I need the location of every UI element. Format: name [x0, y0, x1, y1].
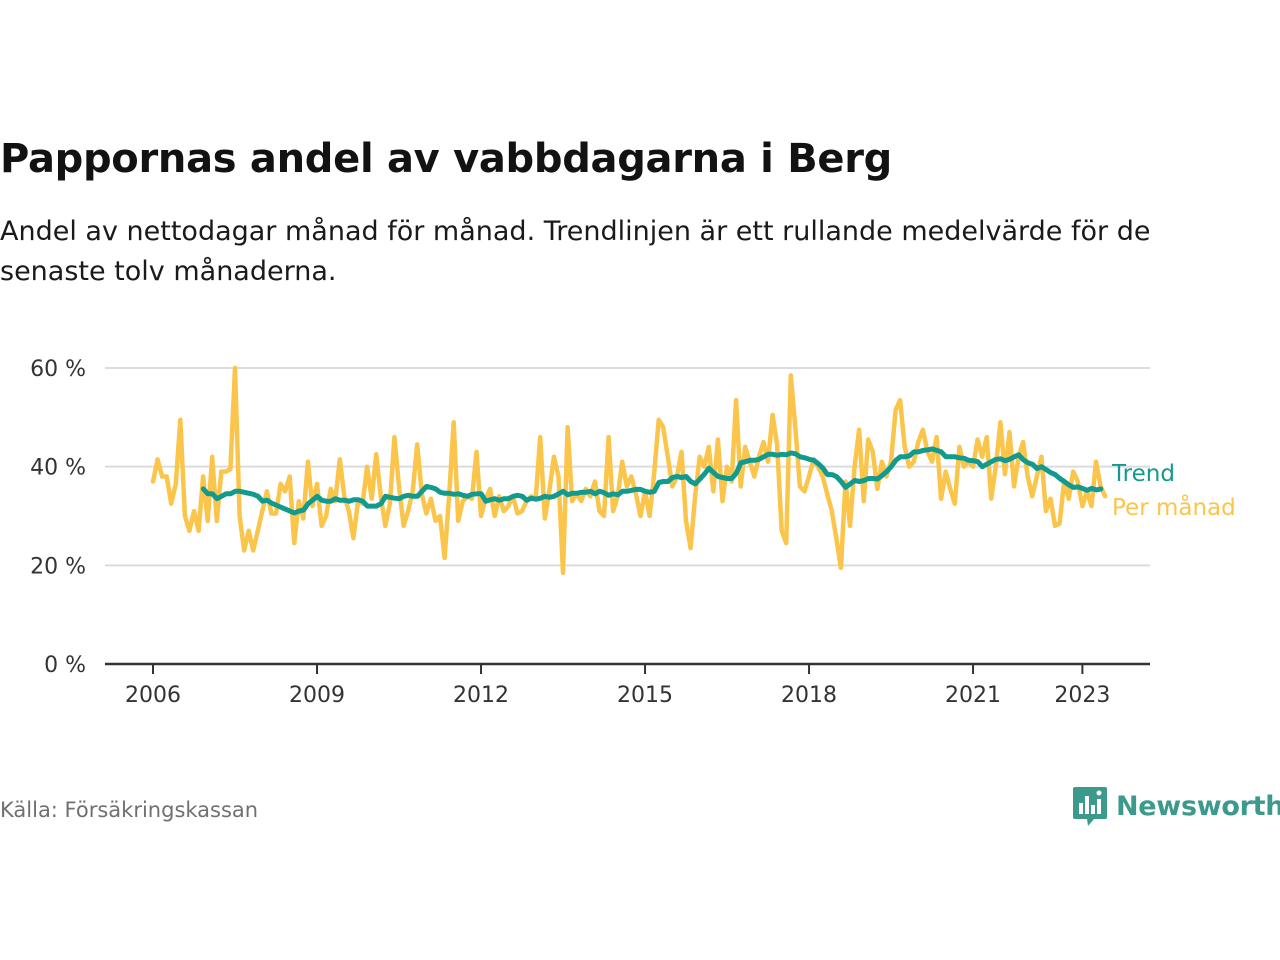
series-lines [150, 365, 1108, 575]
x-tick-label: 2021 [945, 683, 1001, 708]
y-tick-label: 40 % [30, 456, 86, 481]
x-axis-ticks: 2006 2009 2012 2015 2018 2021 2023 [125, 664, 1110, 708]
x-tick-label: 2023 [1054, 683, 1110, 708]
brand-logo: Newsworthy [1072, 785, 1280, 827]
x-tick-label: 2009 [289, 683, 345, 708]
legend-monthly: Per månad [1112, 493, 1236, 521]
y-tick-label: 20 % [30, 554, 86, 579]
source-note: Källa: Försäkringskassan [0, 798, 259, 822]
newsworthy-logo-icon [1073, 787, 1107, 826]
monthly-line [150, 365, 1108, 575]
brand-name: Newsworthy [1116, 790, 1280, 822]
line-chart: 0 % 20 % 40 % 60 % 2006 2009 2012 2015 2018 2021… [30, 357, 1236, 708]
legend-trend: Trend [1111, 461, 1175, 487]
x-tick-label: 2012 [453, 683, 509, 708]
y-axis-ticks: 0 % 20 % 40 % 60 % [30, 357, 86, 678]
legend: Trend Per månad [1111, 461, 1236, 521]
y-tick-label: 0 % [44, 653, 86, 678]
gridlines [105, 367, 1150, 567]
trend-line [200, 446, 1104, 516]
y-tick-label: 60 % [30, 357, 86, 382]
x-tick-label: 2015 [617, 683, 673, 708]
x-tick-label: 2018 [781, 683, 837, 708]
x-tick-label: 2006 [125, 683, 181, 708]
chart-subtitle: Andel av nettodagar månad för månad. Tre… [0, 216, 1151, 287]
chart-title: Pappornas andel av vabbdagarna i Berg [0, 136, 892, 182]
